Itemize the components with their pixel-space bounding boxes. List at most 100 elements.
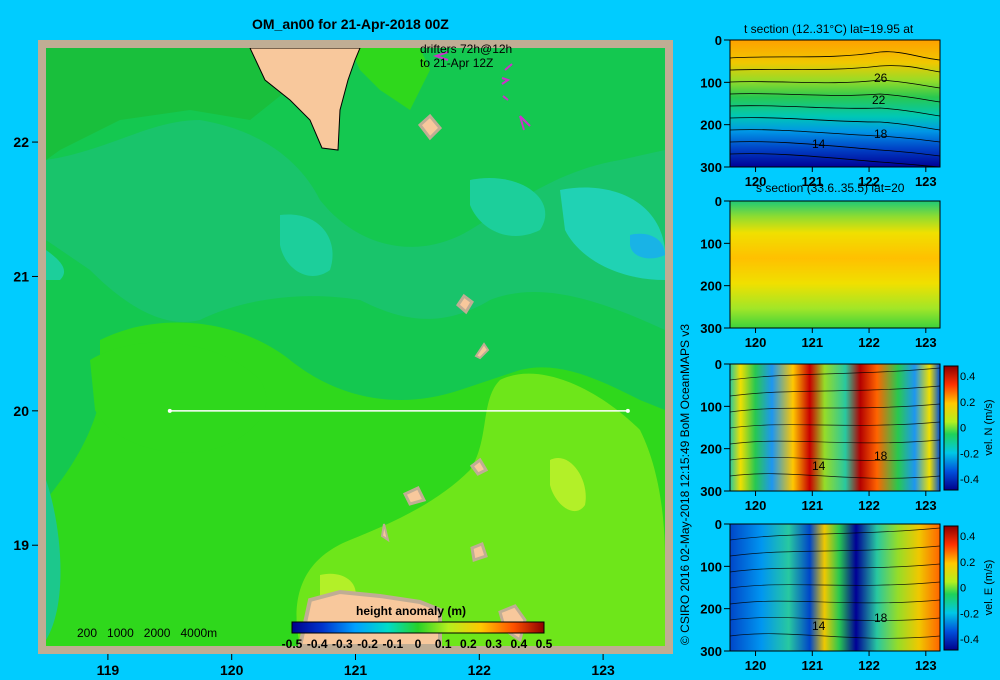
section-end-marker [625, 408, 630, 413]
t-section-title: t section (12..31°C) lat=19.95 at [744, 22, 914, 36]
colorbar-label: height anomaly (m) [356, 604, 467, 618]
s-section-title: s section (33.6..35.5) lat=20 [756, 181, 905, 195]
map-x-tick-label: 119 [97, 662, 120, 678]
ve-contour-label-14: 14 [812, 619, 826, 633]
t-contour-label-14: 14 [812, 137, 826, 151]
map-y-tick-label: 22 [13, 134, 29, 150]
panel-y-tick-label: 200 [700, 118, 722, 133]
vel-colorbar-tick-label: -0.2 [960, 448, 979, 460]
panel-x-tick-label: 123 [915, 335, 937, 350]
colorbar-tick-label: -0.2 [357, 637, 378, 651]
panel-y-tick-label: 200 [700, 442, 722, 457]
panel-x-tick-label: 121 [801, 174, 823, 189]
vel-colorbar-tick-label: 0 [960, 423, 966, 435]
vel-colorbar-tick-label: 0.4 [960, 371, 975, 383]
colorbar-tick-label: -0.4 [306, 637, 328, 651]
panel-y-tick-label: 100 [700, 75, 722, 90]
colorbar-ticks: -0.5 -0.4 -0.3 -0.2 -0.1 0 0.1 0.2 0.3 0.4 0.5 [0, 637, 1000, 653]
luzon-land [249, 48, 361, 151]
panel-y-tick-label: 300 [700, 484, 722, 499]
map-x-tick-label: 122 [468, 662, 492, 678]
panel-y-tick-label: 0 [715, 517, 722, 532]
map-axis-ticks: 119 120 121 122 123 22 21 20 19 [13, 134, 615, 678]
panel-x-tick-label: 120 [745, 498, 767, 513]
colorbar-tick-label: -0.1 [382, 637, 404, 651]
map-x-tick-label: 123 [591, 662, 615, 678]
colorbar-tick-label: 0.4 [510, 637, 528, 651]
t-contour-label-22: 22 [872, 93, 886, 107]
drifter-note: drifters 72h@12h to 21-Apr 12Z [420, 42, 512, 70]
depth-legend-2000: 2000 [143, 626, 171, 640]
vel-colorbar-label: vel. E (m/s) [983, 560, 995, 616]
map-y-tick-label: 20 [13, 403, 29, 419]
panel-x-tick-label: 122 [858, 335, 880, 350]
colorbar-tick-label: -0.5 [281, 637, 303, 651]
vel-colorbar-tick-label: -0.4 [960, 474, 979, 486]
vel-e-colorbar [943, 525, 959, 651]
colorbar-tick-label: 0.5 [535, 637, 553, 651]
height-anomaly-colorbar [291, 621, 545, 634]
panel-y-tick-label: 0 [715, 33, 722, 48]
depth-legend-1000: 1000 [107, 626, 134, 640]
panel-x-tick-label: 123 [915, 658, 937, 673]
colorbar-tick-label: 0.3 [485, 637, 502, 651]
depth-legend-4000: 4000m [180, 626, 218, 640]
colorbar-tick-label: 0.1 [434, 637, 452, 651]
panel-x-tick-label: 121 [801, 658, 823, 673]
map-x-tick-label: 120 [220, 662, 244, 678]
colorbar-tick-label: 0.2 [460, 637, 477, 651]
vel-colorbar-tick-label: -0.2 [960, 608, 979, 620]
colorbar-tick-label: 0 [414, 637, 422, 651]
vel-colorbar-tick-label: 0.2 [960, 557, 975, 569]
t-contour-label-18: 18 [874, 127, 888, 141]
panel-x-tick-label: 121 [801, 335, 823, 350]
credit-text: © CSIRO 2016 02-May-2018 12:15:49 BoM Oc… [678, 323, 692, 645]
vel-colorbar-tick-label: 0 [960, 583, 966, 595]
depth-legend: 200 1000 2000 4000m [77, 626, 217, 640]
panel-x-tick-label: 123 [915, 174, 937, 189]
vel-colorbar-tick-label: 0.4 [960, 531, 975, 543]
panel-x-tick-label: 122 [858, 498, 880, 513]
panel-x-tick-label: 123 [915, 498, 937, 513]
map-y-tick-label: 21 [13, 268, 29, 284]
panel-y-tick-label: 200 [700, 279, 722, 294]
panel-y-tick-label: 300 [700, 321, 722, 336]
panel-x-tick-label: 122 [858, 658, 880, 673]
panel-y-tick-label: 0 [715, 357, 722, 372]
map-y-tick-label: 19 [13, 537, 29, 553]
vn-contour-label-18: 18 [874, 449, 888, 463]
panel-x-tick-label: 121 [801, 498, 823, 513]
panel-x-tick-label: 120 [745, 335, 767, 350]
drifter-tracks [432, 51, 531, 131]
s-section-panel [729, 200, 941, 329]
panel-y-tick-label: 200 [700, 602, 722, 617]
t-contour-label-26: 26 [874, 71, 888, 85]
panel-y-tick-label: 300 [700, 160, 722, 175]
vel-n-panel: 14 18 [729, 363, 959, 492]
vel-colorbar-tick-label: 0.2 [960, 397, 975, 409]
panel-y-tick-label: 300 [700, 644, 722, 659]
depth-legend-200: 200 [77, 626, 98, 640]
panel-x-tick-label: 122 [858, 174, 880, 189]
panel-x-tick-label: 120 [745, 174, 767, 189]
panel-axis-ticks: 0 100 200 300 120 121 122 123 0 100 200 300 120 121 12… [700, 33, 995, 673]
vn-contour-label-14: 14 [812, 459, 826, 473]
ve-contour-label-18: 18 [874, 611, 888, 625]
panel-y-tick-label: 100 [700, 236, 722, 251]
panel-y-tick-label: 0 [715, 194, 722, 209]
vel-e-panel: 14 18 [729, 523, 959, 652]
height-anomaly-field [46, 48, 665, 646]
vel-n-colorbar [943, 365, 959, 491]
drifter-note-line-2: to 21-Apr 12Z [420, 56, 494, 70]
section-start-marker [167, 408, 172, 413]
panel-y-tick-label: 100 [700, 559, 722, 574]
drifter-note-line-1: drifters 72h@12h [420, 42, 513, 56]
vel-colorbar-tick-label: -0.4 [960, 634, 979, 646]
panel-x-tick-label: 120 [745, 658, 767, 673]
map-x-tick-label: 121 [344, 662, 368, 678]
colorbar-tick-label: -0.3 [332, 637, 353, 651]
t-section-panel: 26 22 18 14 [729, 39, 941, 168]
vel-colorbar-label: vel. N (m/s) [983, 399, 995, 455]
